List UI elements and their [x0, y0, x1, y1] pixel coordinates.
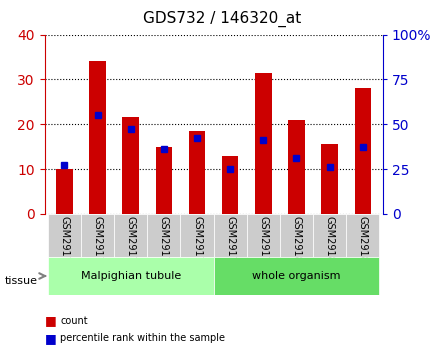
Bar [89, 61, 106, 214]
Bar [255, 73, 271, 214]
Text: GSM29177: GSM29177 [192, 216, 202, 269]
Bar [222, 156, 239, 214]
Text: GSM29182: GSM29182 [358, 216, 368, 269]
Text: GSM29173: GSM29173 [59, 216, 69, 269]
Bar [189, 131, 205, 214]
Bar [280, 214, 313, 257]
Text: whole organism: whole organism [252, 271, 341, 281]
Bar [321, 144, 338, 214]
Text: GSM29174: GSM29174 [93, 216, 102, 269]
Text: GDS732 / 146320_at: GDS732 / 146320_at [143, 10, 302, 27]
Bar [288, 120, 305, 214]
Bar [56, 169, 73, 214]
Text: GSM29175: GSM29175 [125, 216, 136, 269]
Text: ■: ■ [44, 332, 56, 345]
Bar [122, 117, 139, 214]
Text: Malpighian tubule: Malpighian tubule [81, 271, 181, 281]
Bar [346, 214, 380, 257]
Text: count: count [60, 316, 88, 326]
Bar [247, 214, 280, 257]
Bar [156, 147, 172, 214]
Text: GSM29181: GSM29181 [325, 216, 335, 269]
Text: tissue: tissue [4, 276, 37, 286]
Text: percentile rank within the sample: percentile rank within the sample [60, 333, 225, 343]
Bar [114, 214, 147, 257]
Text: GSM29176: GSM29176 [159, 216, 169, 269]
Bar [214, 214, 247, 257]
Bar [147, 214, 180, 257]
Text: GSM29178: GSM29178 [225, 216, 235, 269]
Bar [48, 214, 81, 257]
Text: GSM29179: GSM29179 [259, 216, 268, 269]
Bar [355, 88, 371, 214]
Text: ■: ■ [44, 314, 56, 327]
Bar [313, 214, 346, 257]
Bar [48, 257, 214, 295]
Text: GSM29180: GSM29180 [291, 216, 302, 269]
Bar [214, 257, 380, 295]
Bar [180, 214, 214, 257]
Bar [81, 214, 114, 257]
